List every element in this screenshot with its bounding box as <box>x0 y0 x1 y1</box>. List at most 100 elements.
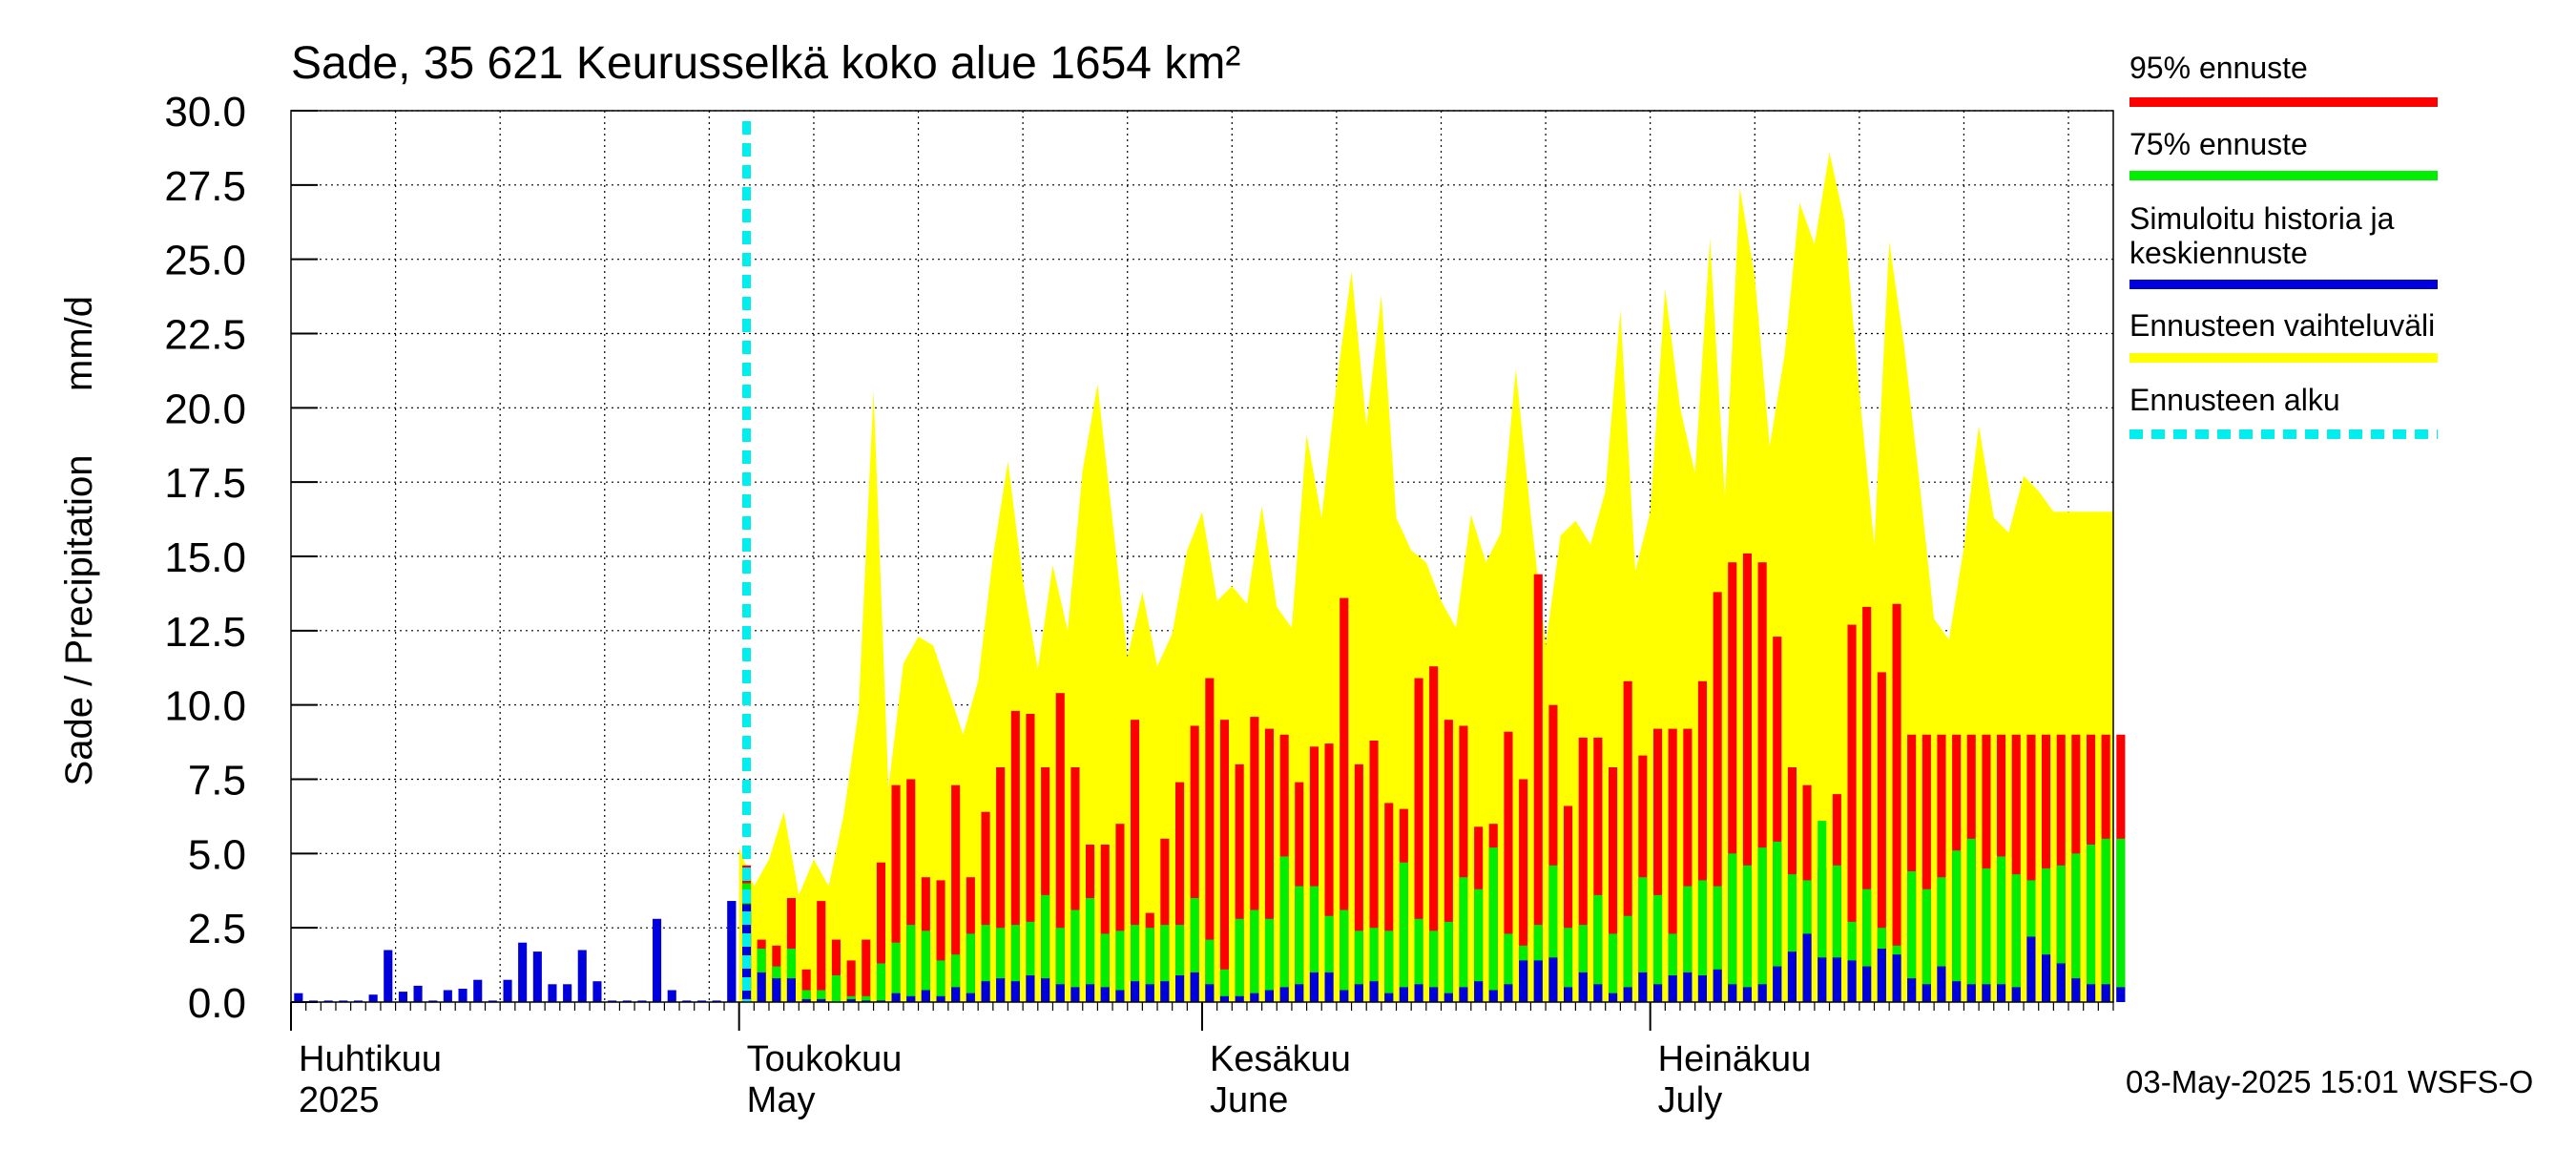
mean-bar <box>1728 984 1737 1002</box>
p75-bar <box>891 942 901 1002</box>
legend-label: Simuloitu historia ja keskiennuste <box>2129 201 2395 270</box>
history-bar <box>697 1000 707 1002</box>
history-bar <box>398 992 407 1002</box>
p95-bar <box>1055 693 1065 1002</box>
p75-bar <box>1757 847 1767 1002</box>
p75-bar <box>1055 928 1065 1002</box>
p75-bar <box>1100 933 1110 1002</box>
p75-bar <box>786 949 796 1002</box>
mean-bar <box>1787 951 1797 1002</box>
p75-bar <box>1175 925 1185 1002</box>
mean-bar <box>757 972 766 1002</box>
p95-bar <box>2011 734 2021 1002</box>
month-label-fi: Huhtikuu <box>299 1039 442 1079</box>
p95-bar <box>1324 743 1334 1002</box>
y-tick-label: 5.0 <box>188 831 246 878</box>
mean-bar <box>1892 954 1901 1002</box>
mean-bar <box>1713 969 1722 1002</box>
mean-bar <box>1175 975 1185 1002</box>
mean-bar <box>2042 954 2051 1002</box>
history-bar <box>518 942 528 1002</box>
history-bar <box>294 993 303 1002</box>
p95-bar <box>1354 763 1363 1002</box>
mean-bar <box>727 901 737 1002</box>
range-area <box>738 152 2114 1003</box>
p75-bar <box>2116 838 2126 1002</box>
p75-bar <box>1279 856 1289 1002</box>
mean-bar <box>906 995 916 1002</box>
mean-bar <box>862 1000 871 1002</box>
mean-bar <box>1937 966 1946 1002</box>
p75-bar <box>1713 886 1722 1002</box>
p75-bar <box>1219 969 1229 1002</box>
p75-bar <box>1444 921 1453 1002</box>
history-bar <box>458 989 467 1002</box>
mean-bar <box>1862 966 1872 1002</box>
p75-bar <box>1907 871 1917 1002</box>
mean-bar <box>936 995 945 1002</box>
p95-bar <box>876 862 885 1002</box>
y-tick-label: 2.5 <box>188 906 246 952</box>
mean-bar <box>2011 987 2021 1002</box>
p95-bar <box>1070 767 1080 1002</box>
p95-bar <box>1653 728 1663 1002</box>
mean-bar <box>1444 993 1453 1002</box>
p75-bar <box>981 925 990 1002</box>
p95-bar <box>1504 731 1513 1002</box>
p75-bar <box>1653 894 1663 1002</box>
p95-bar <box>1264 728 1274 1002</box>
legend-label-line: Simuloitu historia ja <box>2129 201 2395 236</box>
p75-bar <box>1697 880 1707 1002</box>
p95-bar <box>1697 680 1707 1002</box>
mean-bar <box>1369 981 1379 1002</box>
month-label-en: July <box>1658 1080 1723 1120</box>
mean-bar <box>1205 984 1215 1002</box>
p75-bar <box>1937 877 1946 1002</box>
mean-bar <box>1548 957 1558 1002</box>
p75-bar <box>1205 939 1215 1002</box>
mean-bar <box>1504 984 1513 1002</box>
month-label-fi: Kesäkuu <box>1210 1039 1351 1079</box>
p75-bar <box>1026 921 1035 1002</box>
p75-bar <box>1190 898 1199 1002</box>
mean-bar <box>1414 984 1423 1002</box>
p75-bar <box>2042 868 2051 1002</box>
mean-bar <box>1384 993 1394 1002</box>
p95-bar <box>1010 710 1020 1002</box>
p95-bar <box>1190 725 1199 1002</box>
p75-bar <box>1131 925 1140 1002</box>
p75-bar <box>831 975 841 1002</box>
p95-bar <box>1384 803 1394 1002</box>
mean-bar <box>1623 987 1632 1002</box>
mean-bar <box>1877 949 1886 1002</box>
p95-bar <box>1369 741 1379 1002</box>
mean-bar <box>1997 984 2006 1002</box>
mean-bar <box>1324 972 1334 1002</box>
p75-bar <box>1264 918 1274 1002</box>
p95-bar <box>1564 805 1573 1002</box>
mean-bar <box>1907 978 1917 1002</box>
y-axis-label: Sade / Precipitation <box>58 455 100 786</box>
mean-bar <box>772 978 781 1002</box>
mean-bar <box>742 904 752 1002</box>
y-tick-label: 20.0 <box>164 386 246 432</box>
p95-bar <box>1026 714 1035 1002</box>
p95-bar <box>1773 637 1782 1002</box>
history-bar <box>443 990 452 1002</box>
mean-bar <box>2101 984 2110 1002</box>
mean-bar <box>1235 995 1244 1002</box>
p75-bar <box>1474 889 1484 1002</box>
history-bar <box>577 950 587 1002</box>
legend: 95% ennuste 75% ennuste Simuloitu historia… <box>2129 51 2438 439</box>
p95-bar <box>1742 553 1752 1002</box>
p95-bar <box>1937 734 1946 1002</box>
p75-bar <box>1384 930 1394 1002</box>
mean-bars <box>727 901 2126 1002</box>
y-tick-label: 0.0 <box>188 980 246 1027</box>
history-bar <box>667 990 676 1002</box>
y-tick-labels: 0.0 2.5 5.0 7.5 10.0 12.5 15.0 17.5 20.0 22.5 25.0… <box>164 89 318 1027</box>
p75-bar <box>1668 933 1677 1002</box>
